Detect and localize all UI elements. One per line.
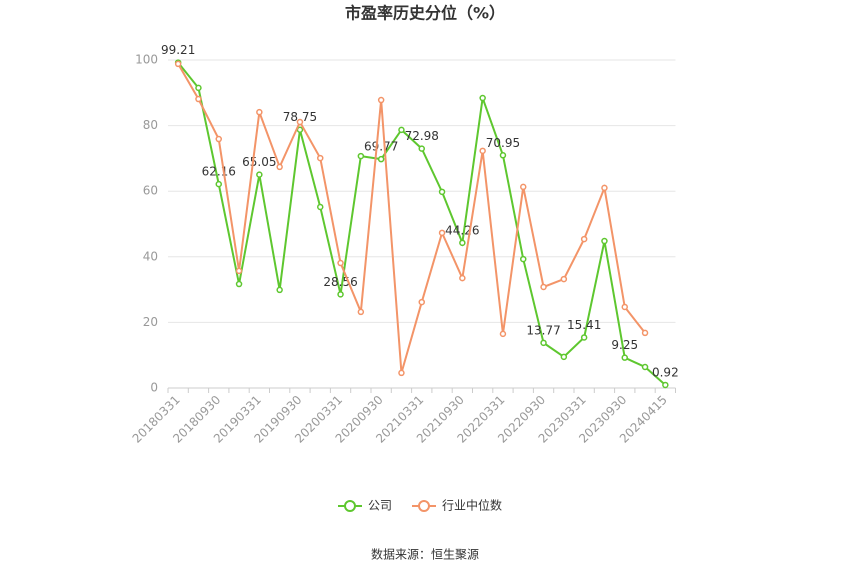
legend-label: 行业中位数 xyxy=(442,498,502,513)
point xyxy=(418,145,425,152)
point xyxy=(296,118,304,126)
point xyxy=(235,280,243,288)
point xyxy=(520,183,527,191)
y-tick-label: 0 xyxy=(150,381,158,395)
point xyxy=(195,84,202,92)
y-tick-label: 20 xyxy=(143,315,158,329)
point xyxy=(499,330,507,338)
point xyxy=(601,184,608,192)
point xyxy=(580,235,588,243)
legend-marker xyxy=(418,500,430,512)
series-line xyxy=(177,61,667,386)
data-label: 69.77 xyxy=(364,140,398,154)
chart-title: 市盈率历史分位（%） xyxy=(345,4,505,23)
point xyxy=(215,180,222,188)
data-label: 0.92 xyxy=(652,365,679,379)
point xyxy=(337,259,344,267)
data-label: 28.56 xyxy=(323,275,357,289)
point xyxy=(235,267,243,275)
point xyxy=(276,286,283,294)
legend-label: 公司 xyxy=(368,499,392,513)
data-label: 13.77 xyxy=(526,323,560,337)
point xyxy=(662,381,669,389)
point xyxy=(621,354,628,361)
point xyxy=(377,155,385,163)
point xyxy=(215,135,222,143)
point xyxy=(195,95,202,103)
point xyxy=(621,303,628,311)
point xyxy=(580,334,588,341)
y-tick-label: 60 xyxy=(143,184,158,198)
point xyxy=(499,152,507,159)
point xyxy=(357,152,365,160)
data-label: 9.25 xyxy=(611,338,638,352)
point xyxy=(520,255,527,263)
point xyxy=(174,60,182,68)
data-label: 65.05 xyxy=(242,155,276,169)
point xyxy=(398,126,405,134)
point xyxy=(438,188,446,196)
point xyxy=(337,291,344,298)
data-label: 62.16 xyxy=(202,165,236,179)
source-note: 数据来源：恒生聚源 xyxy=(371,547,479,562)
data-label: 15.41 xyxy=(567,318,601,332)
point xyxy=(560,275,568,283)
point xyxy=(317,154,324,162)
point xyxy=(641,363,649,371)
point xyxy=(377,96,385,104)
point xyxy=(398,369,405,377)
point xyxy=(459,274,466,282)
y-tick-label: 40 xyxy=(143,249,158,263)
point xyxy=(601,237,608,245)
data-label: 99.21 xyxy=(161,43,195,57)
y-tick-label: 80 xyxy=(143,118,158,132)
data-label: 44.26 xyxy=(445,223,479,237)
point xyxy=(459,239,466,247)
point xyxy=(317,203,324,211)
legend-marker xyxy=(344,500,356,512)
point xyxy=(641,329,649,337)
data-label: 72.98 xyxy=(405,129,439,143)
point xyxy=(276,163,283,171)
data-label: 78.75 xyxy=(283,110,317,124)
point xyxy=(256,108,263,116)
point xyxy=(560,353,568,361)
point xyxy=(540,283,547,291)
series-line xyxy=(177,63,646,374)
point xyxy=(357,308,365,316)
data-label: 70.95 xyxy=(486,136,520,150)
point xyxy=(438,229,446,237)
point xyxy=(256,171,263,178)
point xyxy=(418,298,425,306)
y-tick-label: 100 xyxy=(135,53,158,67)
point xyxy=(479,94,486,102)
point xyxy=(479,147,486,155)
point xyxy=(540,339,547,347)
